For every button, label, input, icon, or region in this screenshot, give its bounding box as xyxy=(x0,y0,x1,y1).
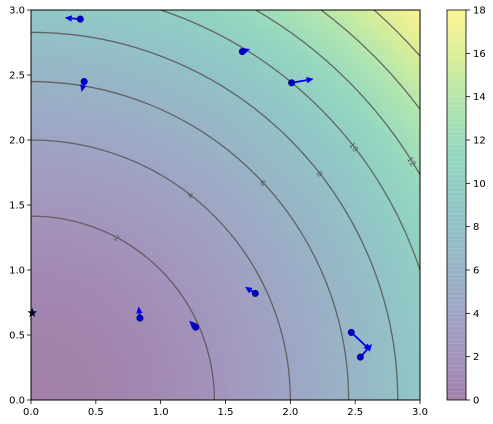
data-point xyxy=(238,48,246,56)
contour-line xyxy=(319,10,420,111)
contour-label: 6 xyxy=(258,178,268,188)
y-tick-label: 0.0 xyxy=(9,396,25,407)
x-tick-label: 1.0 xyxy=(153,407,169,418)
x-tick-label: 3.0 xyxy=(412,407,428,418)
y-tick-label: 2.0 xyxy=(9,136,25,147)
colorbar-tick-label: 8 xyxy=(473,222,479,233)
x-tick-label: 0.5 xyxy=(88,407,104,418)
data-point xyxy=(136,314,144,322)
contour-line xyxy=(31,31,399,400)
colorbar-fill xyxy=(447,10,466,400)
contour-line xyxy=(31,80,350,400)
data-point xyxy=(80,77,88,86)
contour-label: 12 xyxy=(405,155,418,168)
data-point xyxy=(251,289,259,297)
colorbar-frame xyxy=(446,9,467,401)
colorbar-tick-label: 12 xyxy=(473,136,486,147)
contour-label: 8 xyxy=(315,169,325,178)
gradient-arrow-head xyxy=(136,306,143,314)
y-tick-label: 1.5 xyxy=(9,201,25,212)
colorbar-tick-label: 0 xyxy=(473,396,479,407)
colorbar-tick-label: 14 xyxy=(473,92,486,103)
y-tick-label: 0.5 xyxy=(9,331,25,342)
star-marker xyxy=(27,307,38,317)
gradient-arrow-head xyxy=(306,76,314,84)
data-point xyxy=(288,79,296,87)
filled-surface xyxy=(31,10,420,400)
contour-line xyxy=(254,10,420,177)
colorbar-tick-label: 16 xyxy=(473,49,486,60)
data-point xyxy=(347,328,355,336)
contour-label: 4 xyxy=(186,190,195,200)
gradient-arrow-head xyxy=(80,84,87,92)
data-point xyxy=(76,15,84,23)
point-markers xyxy=(64,15,373,361)
contour-line xyxy=(31,215,216,400)
colorbar-tick-label: 6 xyxy=(473,266,479,277)
colorbar-tick-label: 2 xyxy=(473,352,479,363)
colorbar-tick-label: 4 xyxy=(473,309,479,320)
x-tick-label: 0.0 xyxy=(23,407,39,418)
contour-label: 2 xyxy=(113,233,122,243)
data-point xyxy=(356,353,364,361)
y-tick-label: 2.5 xyxy=(9,71,25,82)
colorbar-tick-label: 18 xyxy=(473,6,486,17)
x-tick-label: 1.5 xyxy=(218,407,234,418)
y-tick-label: 1.0 xyxy=(9,266,25,277)
gradient-arrow-head xyxy=(244,286,253,294)
gradient-arrow-head xyxy=(64,15,72,22)
colorbar: 0 2 4 6 8 10 12 14 16 18 xyxy=(446,6,486,407)
gradient-arrow-head xyxy=(364,344,373,352)
contour-line xyxy=(372,10,420,58)
data-point xyxy=(192,323,200,331)
axes: 0.0 0.5 1.0 1.5 2.0 2.5 3.0 0.0 0.5 1.0 1.5 2.0 2.5 3… xyxy=(9,6,428,419)
x-tick-label: 2.5 xyxy=(347,407,363,418)
contour-line xyxy=(31,139,291,400)
gradient-arrow-head xyxy=(189,320,197,328)
colorbar-tick-label: 10 xyxy=(473,179,486,190)
y-tick-label: 3.0 xyxy=(9,6,25,17)
contour-line xyxy=(158,10,420,273)
x-tick-label: 2.0 xyxy=(282,407,298,418)
